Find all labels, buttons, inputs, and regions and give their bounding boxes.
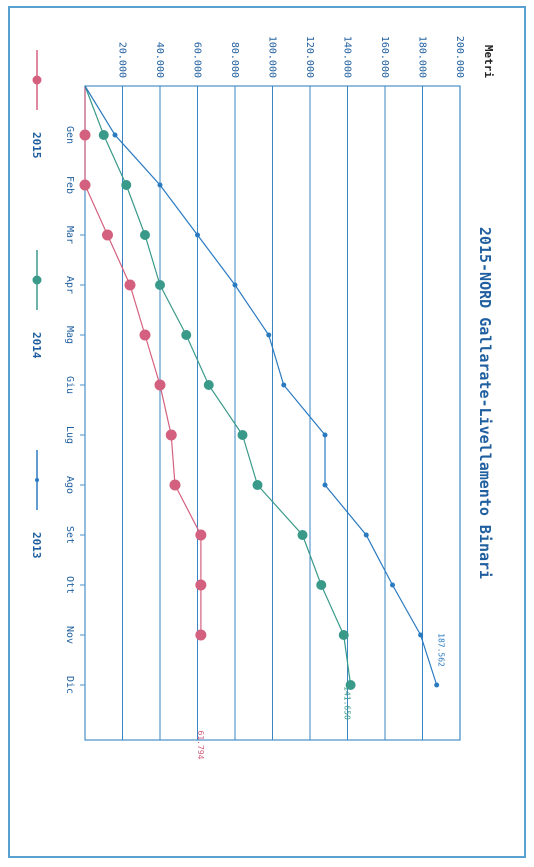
data-point-2013 xyxy=(363,532,369,538)
legend-label-2014: 2014 xyxy=(30,332,43,359)
y-tick-label: 140.000 xyxy=(342,36,353,78)
data-point-2014 xyxy=(338,630,349,640)
chart-title: 2015-NORD Gallarate-Livellamento Binari xyxy=(476,227,494,579)
data-point-2015 xyxy=(195,629,207,641)
data-point-2014 xyxy=(252,480,263,490)
x-tick-label: Nov xyxy=(64,626,75,644)
series-line-2015 xyxy=(84,86,202,635)
data-point-2013 xyxy=(157,182,163,188)
y-tick-label: 160.000 xyxy=(379,36,390,78)
data-point-2014 xyxy=(121,180,132,190)
data-point-2013 xyxy=(232,282,238,288)
data-point-2015 xyxy=(195,529,207,541)
data-point-2015 xyxy=(154,379,166,391)
legend-marker-2014 xyxy=(32,275,42,285)
data-point-2014 xyxy=(98,130,109,140)
data-point-2013 xyxy=(195,232,200,238)
axis-layer: 20.000 40.000 60.000 80.000 100.000 120.000 14… xyxy=(64,36,465,694)
y-tick-label: 180.000 xyxy=(417,36,428,78)
end-value-label-2014: 141.650 xyxy=(343,686,352,720)
data-point-2013 xyxy=(281,382,287,388)
x-tick-label: Dic xyxy=(64,676,75,694)
x-tick-label: Ago xyxy=(64,476,75,494)
x-tick-label: Lug xyxy=(64,426,75,444)
data-point-2015 xyxy=(165,429,177,441)
series-line-2013 xyxy=(84,85,438,686)
y-tick-label: 200.000 xyxy=(454,36,465,78)
data-point-2013 xyxy=(390,582,395,588)
data-point-2014 xyxy=(155,280,165,290)
x-tick-label: Feb xyxy=(64,176,75,194)
x-tick-label: Gen xyxy=(64,126,75,144)
x-tick-label: Mag xyxy=(64,326,75,344)
y-tick-label: 100.000 xyxy=(267,36,278,78)
legend-marker-2013 xyxy=(35,478,39,482)
x-tick-label: Mar xyxy=(64,226,75,244)
data-point-2014 xyxy=(237,430,248,440)
y-axis-unit-label: Metri xyxy=(482,45,495,78)
data-point-2014 xyxy=(203,380,214,390)
y-tick-label: 80.000 xyxy=(229,42,240,78)
data-point-2015 xyxy=(79,179,91,191)
legend-label-2013: 2013 xyxy=(30,532,43,559)
data-point-2015 xyxy=(195,579,207,591)
data-point-2015 xyxy=(139,329,151,341)
data-point-2015 xyxy=(79,129,91,141)
series-layer: 61.794 141.650 187.562 xyxy=(79,85,446,760)
series-line-2014 xyxy=(84,85,352,686)
x-tick-label: Giu xyxy=(64,376,75,394)
text-layer: 2015-NORD Gallarate-Livellamento Binari … xyxy=(476,45,495,579)
y-tick-label: 120.000 xyxy=(304,36,315,78)
data-point-2013 xyxy=(434,682,440,688)
data-point-2015 xyxy=(124,279,136,291)
legend: 2015 2014 2013 xyxy=(30,50,43,559)
data-point-2013 xyxy=(322,432,328,438)
end-value-label-2013: 187.562 xyxy=(437,633,446,667)
data-point-2013 xyxy=(112,132,118,138)
data-point-2014 xyxy=(297,530,308,540)
data-point-2014 xyxy=(140,230,150,240)
legend-label-2015: 2015 xyxy=(30,132,43,159)
y-tick-label: 20.000 xyxy=(117,42,128,78)
rotated-plot: 20.000 40.000 60.000 80.000 100.000 120.000 14… xyxy=(30,36,495,760)
end-value-label-2015: 61.794 xyxy=(196,731,205,760)
x-tick-label: Set xyxy=(64,526,75,544)
grid-layer xyxy=(84,85,461,741)
data-point-2014 xyxy=(316,580,327,590)
data-point-2014 xyxy=(345,680,356,690)
data-point-2014 xyxy=(181,330,192,340)
y-tick-label: 40.000 xyxy=(154,42,165,78)
data-point-2013 xyxy=(418,632,424,638)
chart-frame xyxy=(8,6,526,858)
data-point-2013 xyxy=(266,332,272,338)
legend-marker-2015 xyxy=(32,75,42,85)
data-point-2015 xyxy=(102,229,113,241)
x-tick-label: Apr xyxy=(64,276,75,294)
x-tick-label: Ott xyxy=(64,576,75,594)
y-tick-label: 60.000 xyxy=(192,42,203,78)
data-point-2015 xyxy=(169,479,181,491)
data-point-2013 xyxy=(322,482,328,488)
